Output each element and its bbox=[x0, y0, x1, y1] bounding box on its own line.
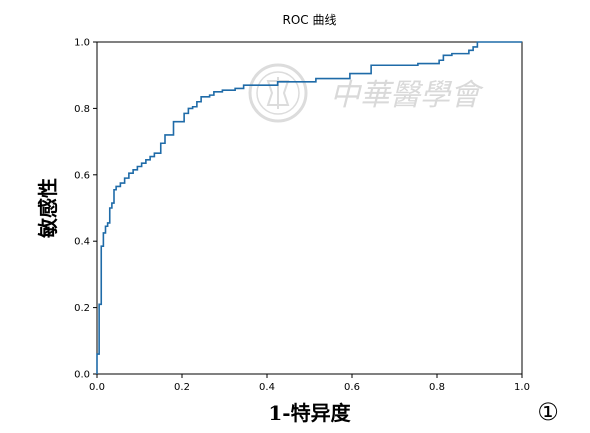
x-tick-label: 0.0 bbox=[89, 382, 105, 393]
roc-curve-line bbox=[96, 41, 522, 374]
chart-title: ROC 曲线 bbox=[283, 13, 337, 27]
x-tick-label: 0.8 bbox=[429, 382, 445, 393]
y-tick-label: 0.8 bbox=[74, 104, 90, 115]
seal-emblem-icon bbox=[248, 63, 308, 123]
watermark-text: 中華醫學會 bbox=[330, 78, 484, 113]
plot-frame bbox=[96, 41, 523, 375]
x-axis: 0.0 0.2 0.4 0.6 0.8 1.0 bbox=[89, 374, 530, 393]
series-layer bbox=[96, 41, 522, 374]
y-tick-label: 0.2 bbox=[74, 303, 90, 314]
panel-label: ① bbox=[537, 398, 559, 426]
x-axis-label: 1-特异度 bbox=[268, 401, 351, 425]
y-axis-label: 敏感性 bbox=[36, 178, 60, 239]
watermark: 中華醫學會 bbox=[248, 63, 484, 123]
x-tick-label: 0.2 bbox=[174, 382, 190, 393]
x-tick-label: 0.6 bbox=[344, 382, 360, 393]
x-tick-label: 1.0 bbox=[514, 382, 530, 393]
y-tick-label: 0.4 bbox=[74, 237, 90, 248]
x-tick-label: 0.4 bbox=[259, 382, 275, 393]
y-axis: 0.0 0.2 0.4 0.6 0.8 1.0 bbox=[74, 38, 97, 381]
y-tick-label: 1.0 bbox=[74, 38, 90, 49]
y-tick-label: 0.0 bbox=[74, 370, 90, 381]
y-tick-label: 0.6 bbox=[74, 170, 90, 181]
